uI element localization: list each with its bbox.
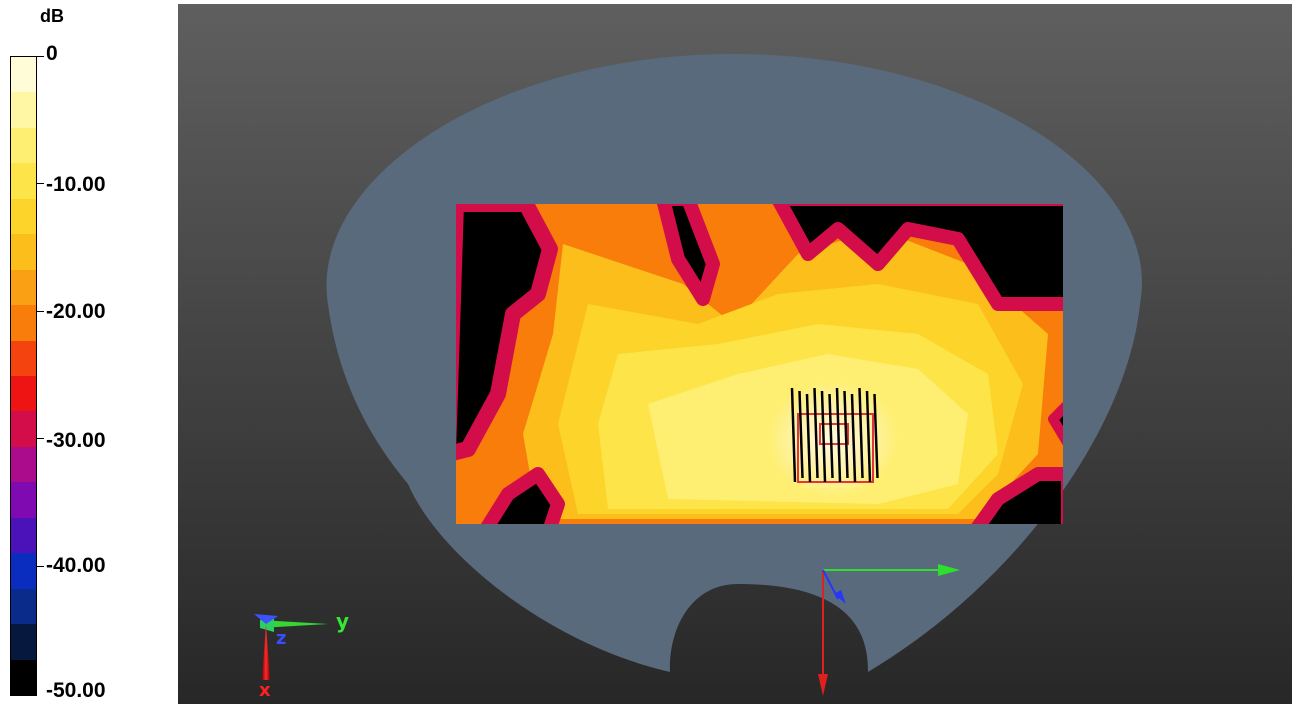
antenna-strip [790,387,797,483]
device-axis-z-arrow [834,590,846,604]
colorbar-band [11,341,36,376]
colorbar [10,56,37,696]
triad-z-label: z [276,628,286,649]
low-region-bottom-left [480,467,565,524]
low-region-right-notch [1048,401,1063,446]
device-axes [818,564,960,696]
colorbar-band [11,553,36,589]
colorbar-band [11,199,36,234]
triad-y-arrow [260,620,328,628]
antenna-strip [843,390,849,479]
color-legend: dB 0 -10.00 -20.00 -30.00 -40.00 -50.00 [0,0,178,706]
legend-label-0: 0 [46,42,58,65]
legend-tick-30 [37,438,44,439]
antenna-strip [798,390,804,479]
colorbar-band [11,482,36,518]
legend-tick-10 [37,183,44,184]
low-region-top-mid [657,204,720,306]
colorbar-band [11,305,36,341]
legend-tick-20 [37,311,44,312]
triad-z-arrow [254,614,278,624]
low-region-top-left [456,204,558,461]
colorbar-band [11,447,36,482]
colorbar-band [11,163,36,199]
antenna-strip [873,393,879,479]
colorbar-band [11,270,36,305]
legend-label-30: -30.00 [46,429,106,452]
antenna-strip [828,393,834,479]
legend-label-50: -50.00 [46,679,106,702]
legend-label-40: -40.00 [46,554,106,577]
colorbar-band [11,128,36,163]
legend-label-10: -10.00 [46,173,106,196]
scene-svg: y z x [254,54,1142,701]
antenna-outline [797,413,874,483]
colorbar-band [11,411,36,447]
colorbar-band [11,376,36,411]
colorbar-band [11,660,36,695]
3d-viewport[interactable]: y z x [178,4,1292,704]
device-axis-x-arrow [818,674,828,696]
legend-tick-40 [37,566,44,567]
antenna-strip [813,387,819,479]
orientation-triad: y z x [254,609,349,701]
legend-unit-label: dB [40,6,64,26]
antenna-strip [858,387,864,479]
field-heatmap [456,204,1063,524]
colorbar-band [11,624,36,660]
device-axis-y-arrow [938,564,960,576]
colorbar-band [11,234,36,270]
antenna-strip [865,390,872,483]
antenna-strip [820,390,827,483]
triad-y-label: y [336,609,349,633]
colorbar-band [11,92,36,128]
antenna-strips [790,387,879,483]
colorbar-band [11,518,36,553]
antenna-strip [805,393,812,483]
low-region-top-right [772,204,1063,311]
low-field-regions [456,204,1063,524]
antenna-strip [850,393,857,483]
colorbar-band [11,589,36,624]
triad-x-label: x [259,680,271,701]
antenna-strip [835,387,842,483]
legend-label-20: -20.00 [46,300,106,323]
legend-tick-0 [37,56,44,57]
antenna-inner-outline [819,423,849,445]
hotspot [768,381,898,497]
antenna-model [790,387,879,483]
low-region-bottom-right [971,467,1063,524]
triad-x-arrow [262,624,270,680]
colorbar-band [11,57,36,92]
